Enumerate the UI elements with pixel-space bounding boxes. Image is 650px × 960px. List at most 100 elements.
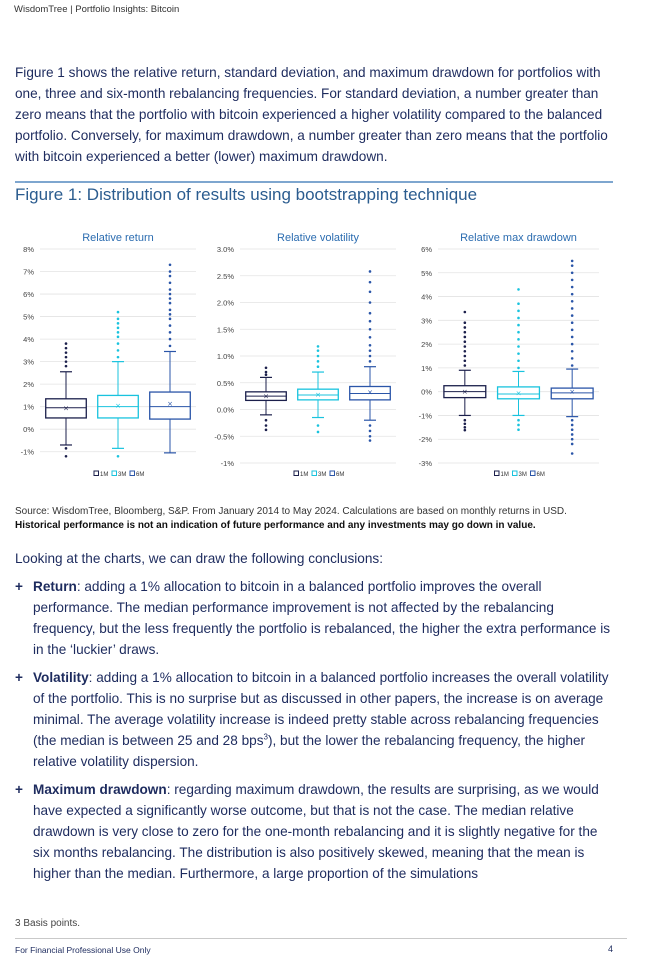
outlier-point — [368, 335, 372, 339]
figure-charts: Relative return 8% 7% 6% 5% 4% 3% 2% 1% 0% -1% × × × 1… — [10, 225, 615, 490]
footnote-ref[interactable]: 3 — [263, 732, 268, 742]
outlier-point — [463, 340, 467, 344]
tick-label: 6% — [421, 245, 432, 254]
bullet-text: : adding a 1% allocation to bitcoin in a… — [33, 670, 609, 748]
outlier-point — [368, 319, 372, 323]
box-6m: × — [550, 259, 594, 455]
outlier-point — [570, 307, 574, 310]
chart-panel-2: Relative max drawdown 6% 5% 4% 3% 2% 1% 0% -1% -2… — [419, 232, 599, 478]
outlier-point — [116, 335, 120, 339]
mean-marker: × — [462, 388, 468, 396]
outlier-point — [316, 354, 320, 358]
box-3m: × — [496, 288, 541, 432]
tick-label: 2% — [421, 340, 432, 349]
tick-label: 0% — [421, 388, 432, 397]
bullet-text: : regarding maximum drawdown, the result… — [33, 782, 599, 881]
box-3m: × — [297, 345, 339, 434]
plus-icon: + — [15, 579, 23, 594]
outlier-point — [463, 321, 467, 325]
outlier-point — [463, 354, 467, 358]
document-header: WisdomTree | Portfolio Insights: Bitcoin — [14, 4, 180, 15]
outlier-point — [570, 271, 574, 275]
outlier-point — [316, 365, 320, 368]
outlier-point — [64, 447, 68, 450]
outlier-point — [517, 323, 520, 327]
tick-label: 4% — [23, 335, 34, 344]
chart-legend: 1M 3M 6M — [93, 470, 144, 478]
outlier-point — [570, 335, 574, 339]
tick-label: 0% — [23, 425, 34, 434]
legend-swatch — [129, 470, 135, 476]
box-6m: × — [149, 263, 191, 454]
figure-title: Figure 1: Distribution of results using … — [15, 185, 478, 204]
page-number: 4 — [608, 944, 614, 954]
chart-panel-1: Relative volatility 3.0% 2.5% 2.0% 1.5% 1.0% 0… — [214, 232, 396, 478]
outlier-point — [570, 259, 574, 263]
outlier-point — [368, 344, 372, 347]
box-6m: × — [349, 270, 391, 442]
outlier-point — [168, 297, 172, 300]
tick-label: 3.0% — [217, 245, 234, 254]
outlier-point — [368, 434, 372, 438]
legend-label: 6M — [136, 472, 144, 478]
tick-label: 1% — [421, 364, 432, 373]
chart-panel-0: Relative return 8% 7% 6% 5% 4% 3% 2% 1% 0% -1% × × × 1… — [21, 232, 196, 478]
outlier-point — [570, 437, 574, 441]
outlier-point — [116, 454, 120, 458]
outlier-point — [64, 355, 68, 359]
outlier-point — [570, 278, 574, 282]
outlier-point — [168, 292, 172, 296]
outlier-point — [368, 424, 372, 427]
outlier-point — [168, 274, 172, 278]
outlier-point — [264, 418, 268, 422]
outlier-point — [64, 454, 68, 458]
outlier-point — [168, 324, 172, 327]
outlier-point — [517, 330, 520, 334]
mean-marker: × — [315, 391, 321, 399]
bullet-text-continued: ), but the lower the rebalancing frequen… — [33, 733, 586, 769]
outlier-point — [570, 452, 574, 455]
legend-label: 3M — [519, 472, 527, 478]
box-1m: × — [443, 310, 487, 432]
outlier-point — [64, 364, 68, 368]
outlier-point — [570, 292, 574, 296]
outlier-point — [264, 373, 268, 377]
box-1m: × — [45, 342, 87, 458]
outlier-point — [463, 310, 467, 314]
box-iqr — [149, 391, 191, 420]
outlier-point — [116, 355, 120, 359]
chart-legend: 1M 3M 6M — [494, 470, 545, 478]
tick-label: 2% — [23, 380, 34, 389]
chart-title: Relative return — [82, 232, 154, 244]
tick-label: 5% — [421, 269, 432, 278]
footnote: 3 Basis points. — [15, 918, 81, 929]
footer-divider — [15, 938, 627, 939]
mean-marker: × — [516, 389, 522, 397]
bullet-term: Volatility — [33, 670, 89, 685]
outlier-point — [463, 330, 467, 334]
tick-label: 7% — [23, 268, 34, 277]
outlier-point — [64, 360, 68, 363]
outlier-point — [368, 311, 372, 315]
box-iqr — [45, 398, 87, 419]
outlier-point — [368, 349, 372, 352]
outlier-point — [368, 301, 372, 304]
legend-label: 1M — [501, 472, 509, 478]
footer-text: For Financial Professional Use Only — [15, 945, 151, 955]
outlier-point — [368, 327, 372, 331]
tick-label: 2.0% — [217, 299, 234, 308]
mean-marker: × — [367, 388, 373, 396]
outlier-point — [316, 349, 320, 352]
tick-label: 6% — [23, 290, 34, 299]
outlier-point — [168, 263, 172, 267]
tick-label: 0.5% — [217, 379, 234, 388]
source-note: Source: WisdomTree, Bloomberg, S&P. From… — [15, 505, 625, 533]
outlier-point — [517, 309, 520, 313]
outlier-point — [168, 337, 172, 341]
outlier-point — [517, 366, 520, 370]
outlier-point — [570, 321, 574, 325]
disclaimer-text: Historical performance is not an indicat… — [15, 520, 536, 531]
tick-label: 2.5% — [217, 272, 234, 281]
outlier-point — [570, 423, 574, 427]
outlier-point — [168, 317, 172, 321]
